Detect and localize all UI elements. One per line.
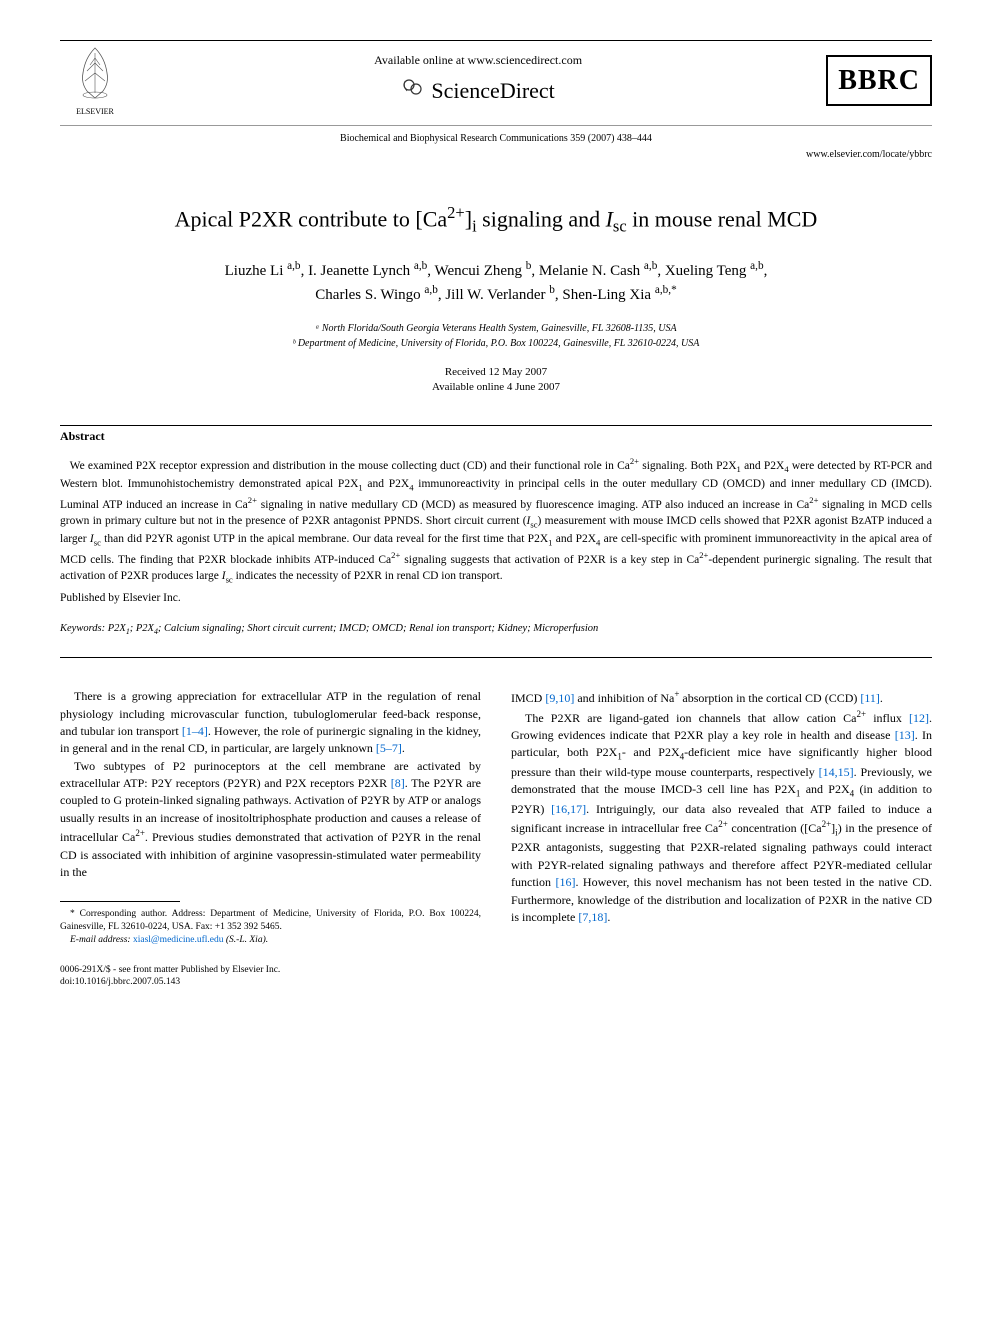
doi-line: doi:10.1016/j.bbrc.2007.05.143 — [60, 976, 932, 988]
ref-link[interactable]: [11] — [860, 691, 880, 705]
top-rule — [60, 40, 932, 41]
abstract-top-rule — [60, 425, 932, 426]
body-columns: There is a growing appreciation for extr… — [60, 688, 932, 948]
body-p1-cont: IMCD [9,10] and inhibition of Na+ absorp… — [511, 688, 932, 707]
ref-link[interactable]: [5–7] — [376, 741, 402, 755]
article-title: Apical P2XR contribute to [Ca2+]i signal… — [60, 202, 932, 237]
authors-line2: Charles S. Wingo a,b, Jill W. Verlander … — [315, 287, 676, 303]
abstract-heading: Abstract — [60, 428, 932, 445]
ref-link[interactable]: [16,17] — [551, 802, 586, 816]
keywords: Keywords: P2X1; P2X4; Calcium signaling;… — [60, 622, 932, 658]
sciencedirect-logo: ScienceDirect — [130, 75, 826, 108]
body-p2: Two subtypes of P2 purinoceptors at the … — [60, 758, 481, 882]
elsevier-label: ELSEVIER — [60, 106, 130, 117]
sciencedirect-text: ScienceDirect — [431, 76, 554, 107]
ref-link[interactable]: [12] — [909, 711, 929, 725]
journal-url: www.elsevier.com/locate/ybbrc — [60, 148, 932, 162]
abstract-text: We examined P2X receptor expression and … — [60, 455, 932, 586]
elsevier-tree-icon — [65, 43, 125, 103]
footer-info: 0006-291X/$ - see front matter Published… — [60, 964, 932, 989]
corresponding-author-footnote: * Corresponding author. Address: Departm… — [60, 908, 481, 934]
column-left: There is a growing appreciation for extr… — [60, 688, 481, 948]
authors-line1: Liuzhe Li a,b, I. Jeanette Lynch a,b, We… — [225, 263, 768, 279]
center-header: Available online at www.sciencedirect.co… — [130, 52, 826, 108]
column-right: IMCD [9,10] and inhibition of Na+ absorp… — [511, 688, 932, 948]
email-link[interactable]: xiasl@medicine.ufl.edu — [133, 935, 224, 945]
bbrc-logo-box: BBRC — [826, 55, 932, 106]
ref-link[interactable]: [1–4] — [182, 724, 208, 738]
email-label: E-mail address: — [70, 935, 131, 945]
journal-citation: Biochemical and Biophysical Research Com… — [60, 132, 932, 146]
ref-link[interactable]: [7,18] — [578, 910, 607, 924]
ref-link[interactable]: [13] — [895, 728, 915, 742]
sciencedirect-icon — [401, 75, 425, 108]
email-suffix: (S.-L. Xia). — [226, 935, 268, 945]
publisher-header: ELSEVIER Available online at www.science… — [60, 43, 932, 126]
bbrc-text: BBRC — [826, 55, 932, 106]
available-online-text: Available online at www.sciencedirect.co… — [130, 52, 826, 69]
received-date: Received 12 May 2007 — [60, 365, 932, 380]
authors: Liuzhe Li a,b, I. Jeanette Lynch a,b, We… — [60, 258, 932, 307]
body-p1: There is a growing appreciation for extr… — [60, 688, 481, 758]
affiliations: ᵃ North Florida/South Georgia Veterans H… — [60, 321, 932, 351]
ref-link[interactable]: [16] — [555, 875, 575, 889]
body-p3: The P2XR are ligand-gated ion channels t… — [511, 708, 932, 927]
available-date: Available online 4 June 2007 — [60, 380, 932, 395]
keywords-label: Keywords: — [60, 623, 105, 634]
ref-link[interactable]: [9,10] — [545, 691, 574, 705]
ref-link[interactable]: [8] — [391, 776, 405, 790]
affiliation-b: ᵇ Department of Medicine, University of … — [60, 336, 932, 351]
affiliation-a: ᵃ North Florida/South Georgia Veterans H… — [60, 321, 932, 336]
published-by: Published by Elsevier Inc. — [60, 590, 932, 606]
footnote-separator — [60, 901, 180, 902]
ref-link[interactable]: [14,15] — [819, 765, 854, 779]
elsevier-logo: ELSEVIER — [60, 43, 130, 117]
email-footnote: E-mail address: xiasl@medicine.ufl.edu (… — [60, 934, 481, 948]
copyright-line: 0006-291X/$ - see front matter Published… — [60, 964, 932, 976]
keywords-text: P2X1; P2X4; Calcium signaling; Short cir… — [108, 623, 599, 634]
article-dates: Received 12 May 2007 Available online 4 … — [60, 365, 932, 396]
